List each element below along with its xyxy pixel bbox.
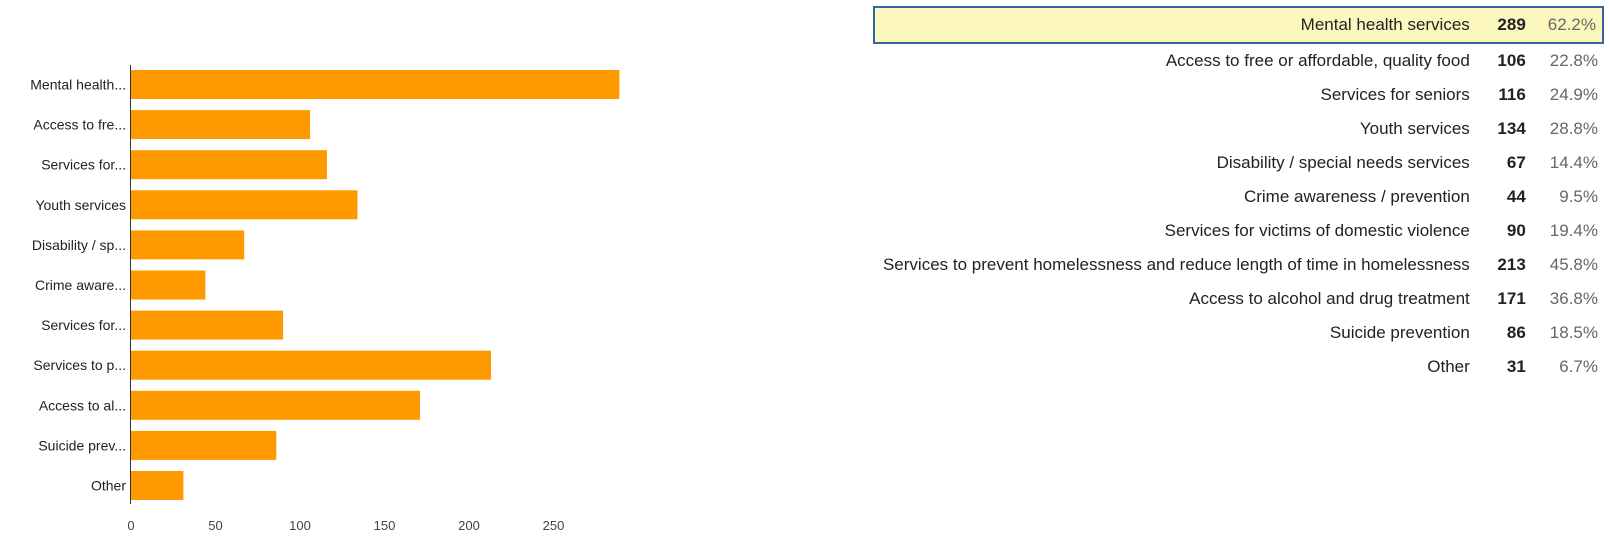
x-tick-label: 0 — [127, 518, 134, 533]
summary-panel: Mental health services 289 62.2% Access to … — [872, 6, 1604, 384]
summary-body: Mental health services 289 62.2% Access to … — [872, 6, 1604, 384]
bar[interactable] — [131, 430, 277, 460]
summary-label: Services for seniors — [1320, 85, 1470, 104]
summary-count: 67 — [1506, 153, 1526, 172]
summary-count: 106 — [1497, 51, 1526, 70]
summary-percent: 6.7% — [1559, 357, 1598, 376]
category-label: Mental health... — [30, 77, 126, 93]
summary-label: Services to prevent homelessness and red… — [882, 255, 1470, 274]
summary-count: 289 — [1489, 6, 1548, 44]
summary-label: Youth services — [1359, 119, 1470, 138]
category-labels: Mental health... Access to fre... Services… — [30, 77, 126, 494]
summary-row[interactable]: Disability / special needs services 67 14.… — [873, 146, 1604, 180]
summary-percent: 9.5% — [1559, 187, 1598, 206]
summary-percent: 18.5% — [1549, 323, 1598, 342]
summary-percent: 14.4% — [1549, 153, 1598, 172]
bar[interactable] — [131, 230, 245, 260]
summary-row-highlighted[interactable]: Mental health services 289 62.2% — [872, 6, 1604, 44]
category-label: Suicide prev... — [38, 437, 126, 453]
summary-label: Other — [1427, 357, 1470, 376]
summary-percent: 45.8% — [1549, 255, 1598, 274]
summary-count: 86 — [1506, 323, 1526, 342]
bar[interactable] — [131, 390, 420, 420]
summary-label: Crime awareness / prevention — [1243, 187, 1470, 206]
summary-table: Mental health services 289 62.2% Access to … — [872, 6, 1604, 384]
summary-count: 90 — [1506, 221, 1526, 240]
summary-percent: 19.4% — [1549, 221, 1598, 240]
x-axis: 0 50 100 150 200 250 — [127, 518, 564, 533]
x-tick-label: 50 — [208, 518, 222, 533]
summary-count: 171 — [1497, 289, 1526, 308]
bar[interactable] — [131, 150, 327, 180]
summary-percent: 22.8% — [1549, 51, 1598, 70]
x-tick-label: 100 — [289, 518, 311, 533]
summary-row[interactable]: Services to prevent homelessness and red… — [873, 248, 1604, 282]
summary-percent: 62.2% — [1547, 6, 1604, 44]
bar[interactable] — [131, 350, 491, 380]
summary-row[interactable]: Access to alcohol and drug treatment 171 3… — [873, 282, 1604, 316]
summary-label: Disability / special needs services — [1216, 153, 1470, 172]
category-label: Services to p... — [33, 357, 126, 373]
summary-row[interactable]: Services for victims of domestic violenc… — [873, 214, 1604, 248]
category-label: Access to fre... — [33, 117, 126, 133]
x-tick-label: 250 — [543, 518, 565, 533]
summary-row[interactable]: Access to free or affordable, quality fo… — [873, 44, 1604, 78]
bar[interactable] — [131, 110, 311, 140]
bars-layer — [131, 70, 620, 500]
bar[interactable] — [131, 471, 184, 500]
summary-count: 134 — [1497, 119, 1526, 138]
x-tick-label: 150 — [374, 518, 396, 533]
summary-percent: 24.9% — [1549, 85, 1598, 104]
summary-percent: 28.8% — [1549, 119, 1598, 138]
category-label: Access to al... — [39, 397, 126, 413]
summary-label: Suicide prevention — [1329, 323, 1470, 342]
summary-count: 116 — [1498, 85, 1526, 104]
bar[interactable] — [131, 70, 620, 99]
category-label: Youth services — [35, 197, 126, 213]
summary-label: Access to free or affordable, quality fo… — [1165, 51, 1470, 70]
bar[interactable] — [131, 270, 206, 300]
bar[interactable] — [131, 190, 358, 220]
summary-row[interactable]: Crime awareness / prevention 44 9.5% — [873, 180, 1604, 214]
bar-chart: Mental health... Access to fre... Services… — [30, 65, 620, 533]
summary-row[interactable]: Youth services 134 28.8% — [873, 112, 1604, 146]
summary-count: 213 — [1497, 255, 1526, 274]
category-label: Services for... — [41, 157, 126, 173]
bar[interactable] — [131, 310, 284, 340]
summary-count: 44 — [1506, 187, 1526, 206]
summary-row[interactable]: Services for seniors 116 24.9% — [873, 78, 1604, 112]
summary-count: 31 — [1506, 357, 1526, 376]
summary-row[interactable]: Other 31 6.7% — [873, 350, 1604, 384]
category-label: Crime aware... — [35, 277, 126, 293]
summary-percent: 36.8% — [1549, 289, 1598, 308]
x-tick-label: 200 — [458, 518, 480, 533]
category-label: Disability / sp... — [32, 237, 126, 253]
summary-label: Mental health services — [872, 6, 1490, 44]
summary-label: Access to alcohol and drug treatment — [1189, 289, 1470, 308]
summary-row[interactable]: Suicide prevention 86 18.5% — [873, 316, 1604, 350]
category-label: Services for... — [41, 317, 126, 333]
summary-label: Services for victims of domestic violenc… — [1164, 221, 1470, 240]
category-label: Other — [91, 478, 126, 494]
